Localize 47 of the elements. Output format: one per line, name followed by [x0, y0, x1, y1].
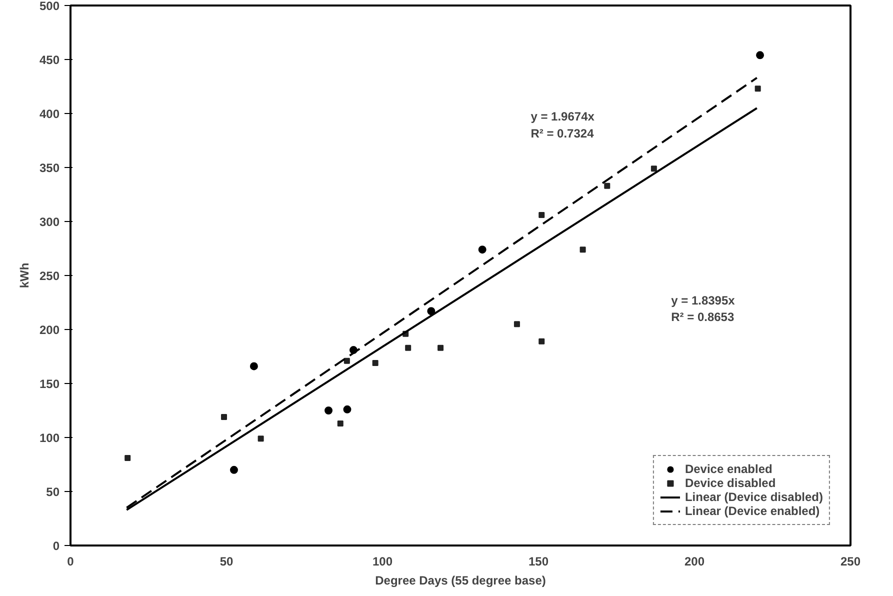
y-tick-label: 400: [39, 107, 60, 121]
y-tick-label: 250: [39, 269, 60, 283]
point: [343, 405, 352, 414]
y-tick-label: 450: [39, 53, 60, 67]
legend-label: Linear (Device enabled): [684, 504, 820, 518]
point: [478, 246, 486, 254]
point: [438, 344, 444, 351]
y-axis-title: kWh: [17, 262, 32, 288]
x-tick-label: 50: [220, 554, 234, 568]
point: [324, 406, 333, 414]
point: [372, 360, 378, 366]
point: [230, 466, 238, 474]
x-tick-label: 150: [528, 554, 549, 568]
x-tick-label: 100: [372, 554, 393, 568]
point: [405, 344, 412, 351]
y-tick-label: 500: [39, 0, 60, 13]
x-tick-label: 0: [67, 554, 74, 568]
y-tick-label: 200: [39, 323, 60, 337]
y-tick-label: 300: [39, 215, 60, 229]
point: [604, 182, 610, 189]
y-tick-label: 50: [46, 485, 60, 499]
point: [754, 86, 761, 92]
point: [258, 436, 264, 442]
point: [344, 358, 350, 364]
legend-label: Linear (Device disabled): [684, 490, 823, 504]
legend-label: Device disabled: [684, 476, 776, 490]
point: [756, 51, 764, 60]
x-axis-title: Degree Days (55 degree base): [375, 574, 546, 588]
point: [221, 414, 228, 420]
annotation: y = 1.8395x R² = 0.8653: [671, 293, 736, 324]
point: [514, 321, 520, 328]
y-tick-label: 0: [52, 539, 60, 553]
point: [650, 166, 657, 172]
point: [337, 420, 344, 426]
y-tick-label: 150: [39, 377, 60, 391]
point: [250, 362, 258, 370]
y-tick-label: 100: [39, 431, 60, 445]
point: [538, 338, 545, 344]
x-tick-label: 250: [840, 554, 861, 568]
y-tick-label: 350: [39, 161, 60, 175]
x-tick-label: 200: [684, 554, 705, 568]
point: [427, 307, 436, 316]
point: [124, 455, 131, 462]
annotation: y = 1.9674x R² = 0.7324: [530, 110, 595, 140]
point: [538, 212, 545, 218]
legend-label: Device enabled: [684, 462, 772, 476]
point: [580, 246, 586, 253]
